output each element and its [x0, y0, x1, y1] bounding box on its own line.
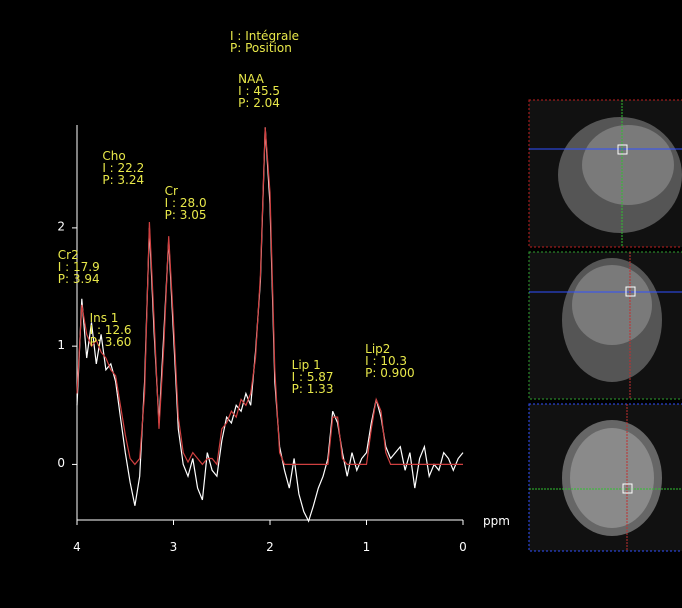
peak-integral: I : 5.87 — [292, 370, 334, 384]
peak-integral: I : 12.6 — [90, 323, 132, 337]
x-tick-label: 3 — [170, 540, 178, 554]
y-tick-label: 0 — [57, 456, 65, 470]
legend-line: I : Intégrale — [230, 29, 299, 43]
mri-coronal — [528, 251, 682, 400]
peak-integral: I : 10.3 — [365, 354, 407, 368]
peak-position: P: 1.33 — [292, 382, 334, 396]
spectrum-line — [76, 127, 463, 466]
peak-name: Cr — [165, 184, 178, 198]
peak-position: P: 3.94 — [58, 272, 100, 286]
x-axis-label: ppm — [483, 514, 510, 528]
y-tick-label: 2 — [57, 220, 65, 234]
peak-position: P: 3.05 — [165, 208, 207, 222]
peak-integral: I : 28.0 — [165, 196, 207, 210]
peak-integral: I : 22.2 — [102, 161, 144, 175]
peak-name: Cr2 — [58, 248, 79, 262]
x-tick-label: 2 — [266, 540, 274, 554]
peak-name: Lip2 — [365, 342, 390, 356]
x-tick-label: 1 — [363, 540, 371, 554]
peak-integral: I : 17.9 — [58, 260, 100, 274]
peak-name: Lip 1 — [292, 358, 321, 372]
peak-position: P: 3.60 — [90, 335, 132, 349]
peak-position: P: 0.900 — [365, 366, 414, 380]
peak-name: Ins 1 — [90, 311, 119, 325]
y-tick-label: 1 — [57, 338, 65, 352]
mri-axial — [528, 403, 682, 552]
peak-position: P: 2.04 — [238, 96, 280, 110]
peak-name: NAA — [238, 72, 265, 86]
peak-name: Cho — [102, 149, 125, 163]
x-tick-label: 4 — [73, 540, 81, 554]
peak-integral: I : 45.5 — [238, 84, 280, 98]
mri-sagittal — [528, 99, 682, 248]
x-tick-label: 0 — [459, 540, 467, 554]
legend-line: P: Position — [230, 41, 292, 55]
peak-position: P: 3.24 — [102, 173, 144, 187]
